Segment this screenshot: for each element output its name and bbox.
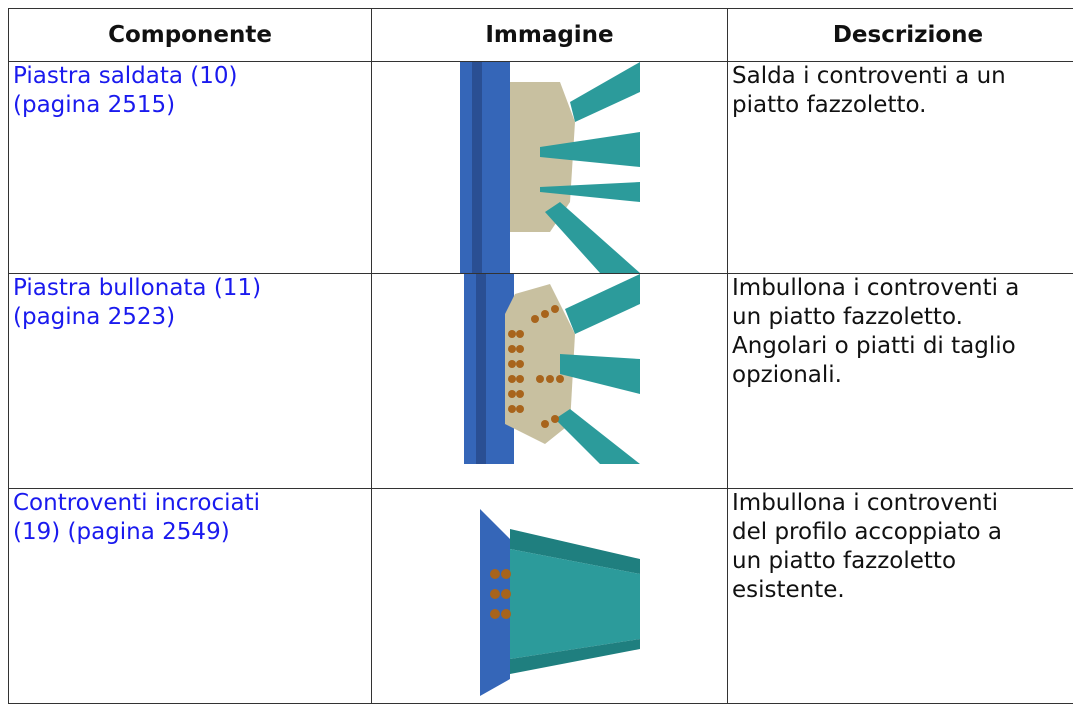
description-text: un piatto fazzoletto xyxy=(732,547,1073,576)
header-cell: Componente xyxy=(9,9,372,62)
description-text: Imbullona i controventi a xyxy=(732,274,1073,303)
component-table: Componente Immagine Descrizione Piastra … xyxy=(8,8,1073,704)
row: Piastra saldata (10)(pagina 2515) Salda … xyxy=(9,62,1073,274)
welded-plate-image xyxy=(450,62,650,273)
link-text[interactable]: Controventi incrociati xyxy=(13,489,367,518)
link-text[interactable]: Piastra bullonata (11) xyxy=(13,274,367,303)
image-cell xyxy=(372,489,728,704)
link-cell: Controventi incrociati(19) (pagina 2549) xyxy=(9,489,372,704)
description-text: Salda i controventi a un xyxy=(732,62,1073,91)
link-text[interactable]: Piastra saldata (10) xyxy=(13,62,367,91)
header-cell: Immagine xyxy=(372,9,728,62)
description-text: Angolari o piatti di taglio xyxy=(732,332,1073,361)
description-text: un piatto fazzoletto. xyxy=(732,303,1073,332)
image-cell xyxy=(372,62,728,274)
bolted-plate-image xyxy=(450,274,650,488)
link-cell: Piastra bullonata (11)(pagina 2523) xyxy=(9,274,372,489)
header-row: Componente Immagine Descrizione xyxy=(9,9,1073,62)
description-text: Imbullona i controventi xyxy=(732,489,1073,518)
image-cell xyxy=(372,274,728,489)
description-text: esistente. xyxy=(732,576,1073,605)
description-text: opzionali. xyxy=(732,361,1073,390)
description-text: del profilo accoppiato a xyxy=(732,518,1073,547)
link-cell: Piastra saldata (10)(pagina 2515) xyxy=(9,62,372,274)
header-cell: Descrizione xyxy=(728,9,1073,62)
crossed-braces-image xyxy=(450,489,650,696)
link-text[interactable]: (pagina 2523) xyxy=(13,303,367,332)
link-text[interactable]: (19) (pagina 2549) xyxy=(13,518,367,547)
link-text[interactable]: (pagina 2515) xyxy=(13,91,367,120)
description-text: piatto fazzoletto. xyxy=(732,91,1073,120)
row: Controventi incrociati(19) (pagina 2549)… xyxy=(9,489,1073,704)
row: Piastra bullonata (11)(pagina 2523) Imbu… xyxy=(9,274,1073,489)
